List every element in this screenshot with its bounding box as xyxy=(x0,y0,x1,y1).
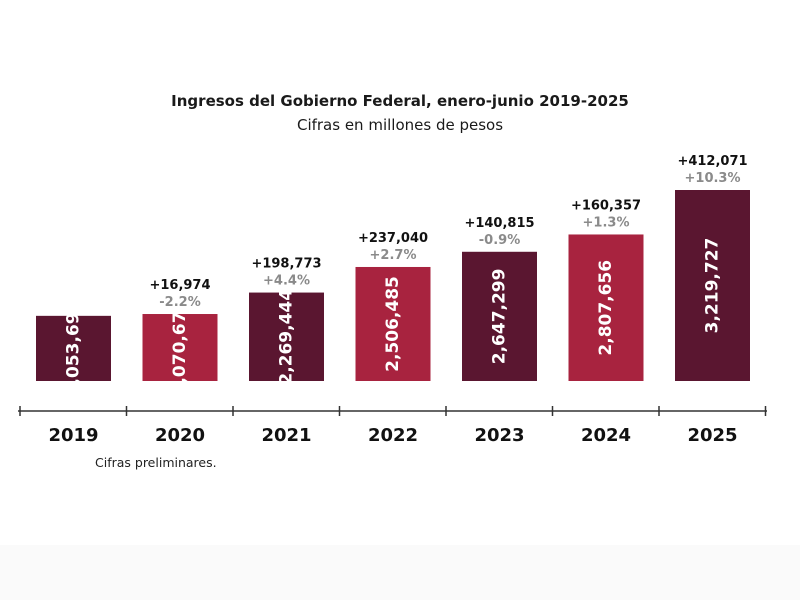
bar-value-label: 2,053,697 xyxy=(64,301,84,397)
bar-value-label: 2,807,656 xyxy=(596,260,616,356)
chart-title: Ingresos del Gobierno Federal, enero-jun… xyxy=(171,92,629,110)
change-pct-label: -2.2% xyxy=(159,295,200,310)
bar-2022 xyxy=(355,266,431,381)
bar-value-label: 2,269,444 xyxy=(277,289,297,385)
bar-value-label: 3,219,727 xyxy=(703,238,723,334)
bar-2021 xyxy=(249,292,324,381)
x-tick-label: 2019 xyxy=(48,425,98,446)
bar-value-label: 2,647,299 xyxy=(490,269,510,365)
change-abs-label: +160,357 xyxy=(571,198,641,213)
bar-2019 xyxy=(36,315,111,381)
bar-2025 xyxy=(675,190,750,381)
bar-2020 xyxy=(142,314,218,381)
change-abs-label: +237,040 xyxy=(358,231,428,246)
bottom-band xyxy=(0,545,800,600)
change-abs-label: +412,071 xyxy=(677,154,747,169)
bar-value-label: 2,506,485 xyxy=(383,276,403,372)
bar-value-label: 2,070,672 xyxy=(170,300,190,396)
chart-subtitle: Cifras en millones de pesos xyxy=(296,116,504,134)
change-pct-label: +4.4% xyxy=(263,274,310,289)
x-tick-label: 2020 xyxy=(155,425,205,446)
x-tick-label: 2025 xyxy=(687,425,737,446)
change-pct-label: +2.7% xyxy=(370,248,417,263)
x-tick-label: 2024 xyxy=(581,425,631,446)
x-tick-label: 2022 xyxy=(368,425,418,446)
bar-2023 xyxy=(462,251,537,381)
change-abs-label: +140,815 xyxy=(464,216,534,231)
chart-note: Cifras preliminares. xyxy=(95,455,217,470)
bar-2024 xyxy=(568,234,644,381)
x-tick-label: 2023 xyxy=(474,425,524,446)
change-pct-label: +1.3% xyxy=(583,215,630,230)
change-pct-label: -0.9% xyxy=(479,233,520,248)
change-pct-label: +10.3% xyxy=(685,171,741,186)
change-abs-label: +16,974 xyxy=(149,278,210,293)
x-tick-label: 2021 xyxy=(261,425,311,446)
change-abs-label: +198,773 xyxy=(251,257,321,272)
